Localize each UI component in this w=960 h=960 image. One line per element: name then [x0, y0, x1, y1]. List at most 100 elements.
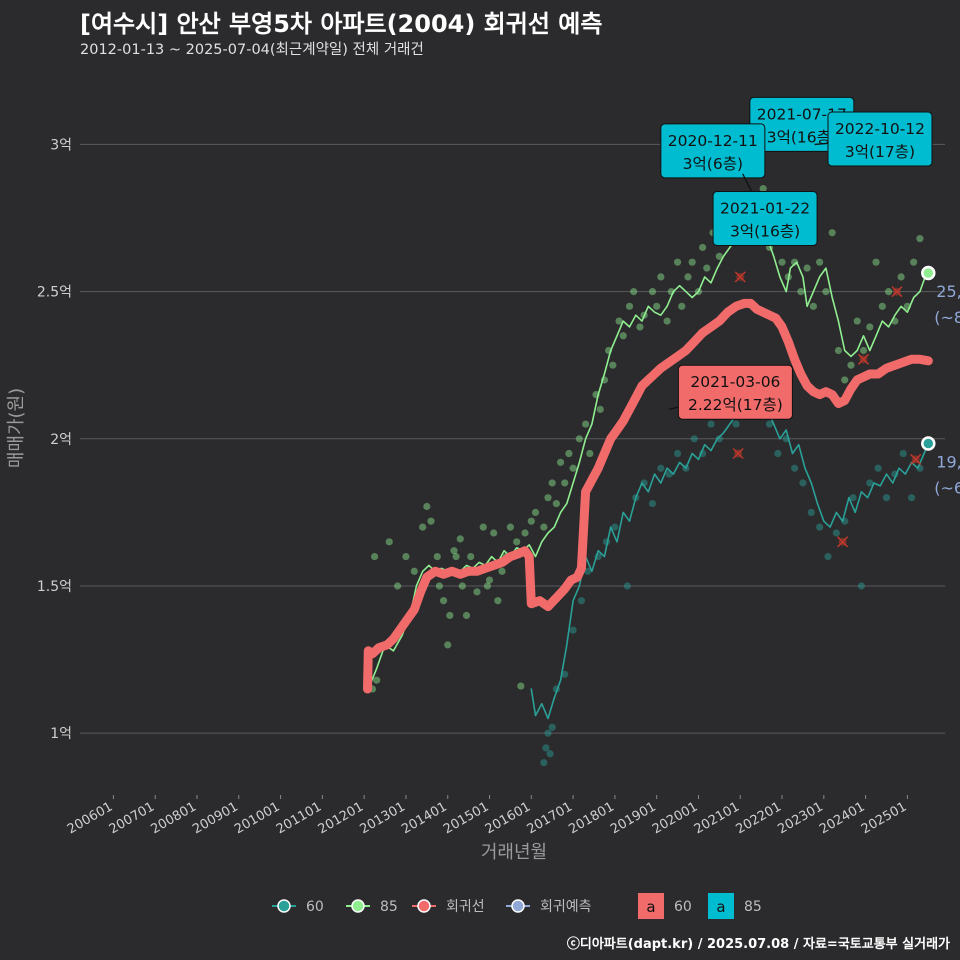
y-tick-label: 1.5억: [37, 579, 72, 595]
outlier-mark: [734, 271, 746, 283]
x-axis-label: 거래년월: [481, 842, 547, 863]
y-tick-label: 2.5억: [37, 285, 72, 301]
point-60: [807, 508, 815, 516]
point-85: [866, 323, 874, 331]
point-85: [439, 597, 448, 605]
point-85: [373, 676, 381, 684]
point-85: [625, 302, 634, 310]
callout-date: 2022-10-12: [835, 120, 925, 138]
point-85: [402, 552, 410, 561]
point-85: [498, 567, 506, 575]
point-85: [663, 317, 671, 325]
callout-date: 2020-12-11: [668, 132, 758, 150]
point-60: [715, 435, 723, 443]
endpoint-value: 19,840: [936, 453, 960, 472]
point-60: [584, 567, 592, 575]
callout-2021-01-22: 2021-01-22 3억(16층): [712, 173, 818, 247]
point-85: [673, 258, 682, 266]
svg-text:60: 60: [674, 899, 692, 915]
point-85: [872, 258, 880, 266]
chart-title: [여수시] 안산 부영5차 아파트(2004) 회귀선 예측: [80, 10, 603, 38]
point-85: [884, 288, 893, 296]
point-85: [916, 235, 924, 243]
footer-credit: ⓒ디아파트(dapt.kr) / 2025.07.08 / 자료=국토교통부 실…: [566, 937, 950, 952]
point-85: [790, 258, 799, 266]
point-85: [433, 552, 441, 561]
callout-value: 3억(6층): [683, 155, 743, 173]
x-tick-label: 202501: [859, 799, 909, 837]
point-85: [565, 449, 573, 458]
callout-2020-12-11: 2020-12-11 3억(6층): [660, 123, 766, 179]
point-85: [797, 288, 805, 296]
point-85: [419, 523, 427, 531]
point-85: [485, 576, 494, 584]
callout-value: 2.22억(17층): [688, 396, 783, 414]
point-60: [648, 499, 657, 508]
point-60: [548, 723, 556, 731]
endpoint-area: (~85㎡): [934, 308, 960, 327]
point-85: [853, 317, 861, 325]
point-85: [458, 582, 466, 590]
x-tick-label: 201401: [399, 799, 449, 837]
point-60: [707, 420, 715, 428]
point-85: [490, 529, 498, 537]
point-85: [688, 258, 696, 266]
point-85: [678, 302, 686, 310]
point-85: [897, 273, 905, 281]
point-60: [623, 582, 632, 590]
point-60: [849, 494, 857, 502]
point-85: [778, 258, 786, 266]
callout-value: 3억(16층): [767, 128, 837, 146]
point-85: [513, 538, 521, 546]
svg-text:85: 85: [380, 899, 398, 915]
x-tick-label: 200701: [107, 799, 157, 837]
point-85: [462, 611, 471, 620]
x-tick-label: 202001: [650, 799, 700, 837]
point-85: [809, 302, 817, 310]
point-85: [450, 547, 458, 555]
point-85: [596, 405, 604, 413]
x-tick-label: 201501: [441, 799, 491, 837]
point-85: [582, 420, 590, 428]
point-85: [847, 361, 855, 369]
legend-item-forecast: 회귀예측: [506, 899, 592, 915]
callout-value: 3억(16층): [730, 223, 800, 241]
point-85: [834, 346, 843, 355]
point-85: [822, 288, 830, 296]
x-tick-label: 201601: [483, 799, 533, 837]
point-85: [371, 552, 379, 561]
point-85: [456, 535, 464, 543]
point-85: [615, 317, 623, 325]
point-60: [774, 449, 782, 458]
point-85: [657, 273, 665, 281]
series-line-regression: [363, 298, 933, 694]
point-60: [816, 523, 824, 531]
point-85: [630, 288, 638, 296]
point-60: [732, 420, 740, 428]
outlier-mark: [837, 536, 849, 548]
x-tick-label: 202201: [734, 799, 784, 837]
point-60: [546, 750, 554, 758]
callout-date: 2021-03-06: [690, 373, 780, 391]
x-tick-label: 201701: [525, 799, 575, 837]
point-85: [828, 229, 836, 237]
point-60: [611, 523, 619, 531]
x-tick-label: 201801: [566, 799, 616, 837]
point-60: [907, 494, 916, 502]
endpoint-85: [921, 265, 936, 281]
x-tick-label: 201001: [232, 799, 282, 837]
point-60: [544, 729, 552, 737]
svg-text:회귀선: 회귀선: [446, 899, 485, 915]
point-85: [521, 529, 529, 537]
x-tick-label: 201201: [316, 799, 366, 837]
point-85: [444, 641, 452, 649]
callout-date: 2021-01-22: [720, 200, 810, 218]
point-85: [446, 611, 454, 620]
legend: 60 85 회귀선 회귀예측 a 60 a 85: [272, 893, 762, 919]
point-60: [857, 582, 866, 590]
point-85: [699, 243, 707, 252]
y-tick-label: 1억: [50, 726, 72, 742]
x-tick-label: 201101: [274, 799, 324, 837]
point-85: [619, 332, 627, 340]
point-85: [648, 288, 657, 296]
